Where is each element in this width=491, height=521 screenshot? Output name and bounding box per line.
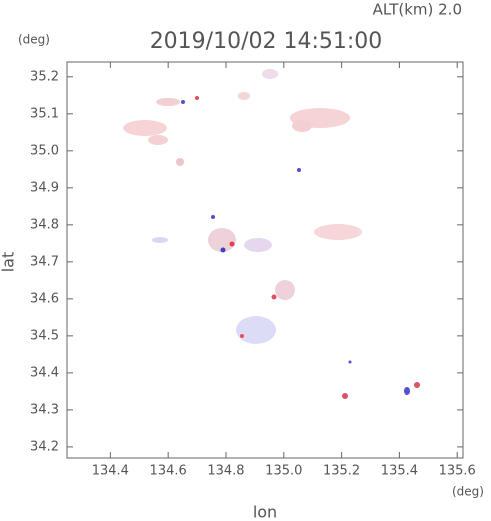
y-tick-label: 35.1 xyxy=(30,106,59,121)
x-tick-label: 135.4 xyxy=(381,464,418,479)
x-tick-label: 135.2 xyxy=(323,464,360,479)
plot-frame xyxy=(66,61,464,459)
y-tick-label: 35.2 xyxy=(30,69,59,84)
altitude-label: ALT(km) 2.0 xyxy=(373,1,462,19)
y-tick-label: 34.4 xyxy=(30,365,59,380)
x-unit: (deg) xyxy=(452,485,484,499)
echoes xyxy=(123,69,420,399)
y-tick-label: 34.2 xyxy=(30,439,59,454)
y-tick-label: 35.0 xyxy=(30,143,59,158)
y-tick-label: 34.8 xyxy=(30,217,59,232)
x-tick-label: 134.4 xyxy=(92,464,129,479)
x-tick-label: 134.6 xyxy=(150,464,187,479)
y-tick-label: 34.9 xyxy=(30,180,59,195)
y-axis-label: lat xyxy=(0,252,18,273)
y-tick-label: 34.5 xyxy=(30,328,59,343)
y-tick-label: 34.6 xyxy=(30,291,59,306)
chart-title: 2019/10/02 14:51:00 xyxy=(150,29,383,54)
y-unit: (deg) xyxy=(18,33,50,47)
y-tick-label: 34.3 xyxy=(30,402,59,417)
y-tick-label: 34.7 xyxy=(30,254,59,269)
x-tick-label: 135.6 xyxy=(439,464,476,479)
x-tick-label: 134.8 xyxy=(207,464,244,479)
x-tick-label: 135.0 xyxy=(265,464,302,479)
x-axis-label: lon xyxy=(253,503,277,521)
